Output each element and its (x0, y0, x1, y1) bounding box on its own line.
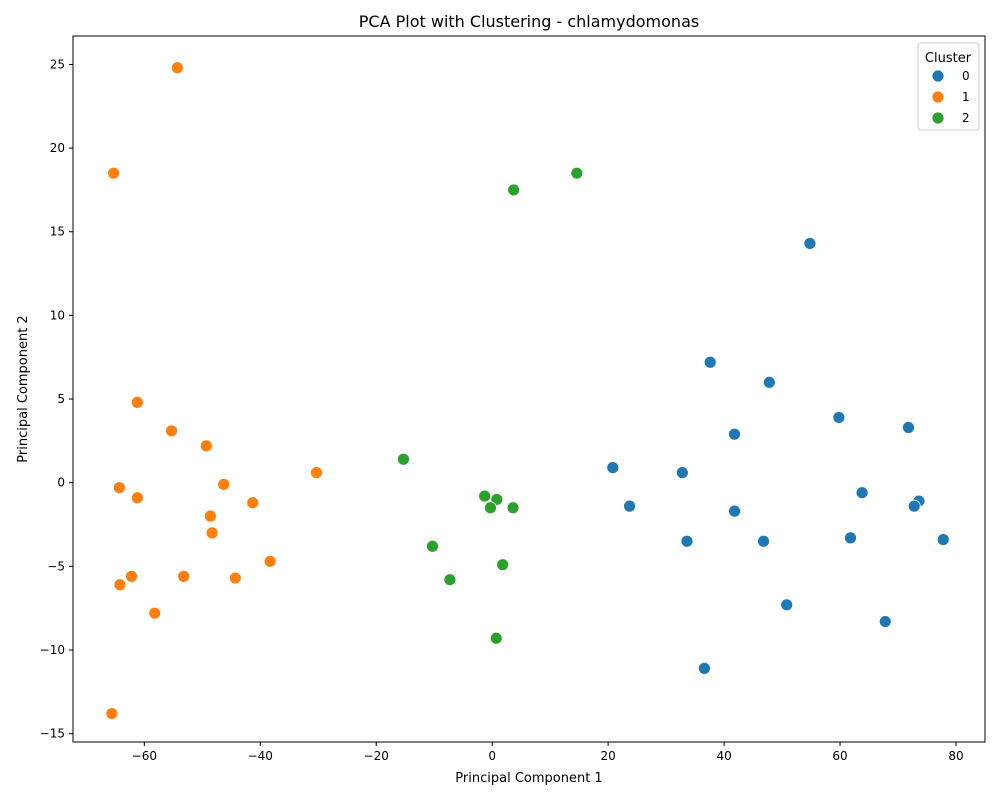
data-point-cluster-1 (170, 61, 184, 75)
data-point-cluster-0 (623, 499, 636, 513)
y-tick-label: 0 (57, 476, 65, 490)
data-point-cluster-2 (484, 501, 497, 515)
data-point-cluster-0 (780, 598, 794, 612)
x-axis-label: Principal Component 1 (455, 771, 602, 786)
data-point-cluster-1 (107, 166, 120, 180)
data-point-cluster-0 (907, 499, 921, 513)
legend-box (917, 42, 980, 131)
data-point-cluster-0 (878, 615, 892, 628)
data-point-cluster-1 (204, 509, 217, 523)
data-point-cluster-0 (703, 355, 717, 369)
y-tick-label: −10 (40, 643, 65, 657)
plot-frame (72, 35, 986, 743)
chart-title: PCA Plot with Clustering - chlamydomonas (359, 12, 699, 31)
data-point-cluster-1 (310, 466, 323, 480)
data-point-cluster-2 (489, 631, 503, 645)
data-point-cluster-0 (757, 534, 770, 548)
data-point-cluster-1 (130, 395, 144, 409)
y-tick-label: 20 (50, 141, 65, 155)
data-point-cluster-1 (105, 707, 119, 720)
legend-label-cluster-0: 0 (962, 69, 970, 83)
data-point-cluster-0 (844, 531, 857, 545)
y-tick-label: 5 (57, 392, 65, 406)
data-point-cluster-1 (228, 571, 242, 585)
y-tick-label: −15 (40, 727, 65, 741)
legend-marker-cluster-0 (931, 69, 945, 83)
y-axis-label: Principal Component 2 (16, 315, 31, 462)
y-axis-ticks: −15 −10 −5 0 5 10 15 20 25 (40, 57, 73, 741)
data-point-cluster-1 (130, 491, 144, 505)
data-point-cluster-0 (762, 375, 776, 389)
legend: Cluster 0 1 2 (917, 42, 980, 131)
data-point-cluster-0 (606, 461, 620, 475)
data-point-cluster-0 (803, 237, 817, 250)
data-point-cluster-2 (570, 166, 584, 180)
data-point-cluster-1 (263, 554, 277, 568)
x-tick-label: 60 (832, 749, 847, 763)
x-axis-ticks: −60 −40 −20 0 20 40 60 80 (132, 742, 964, 763)
data-point-cluster-1 (177, 569, 191, 583)
data-point-cluster-1 (148, 606, 162, 620)
data-point-cluster-0 (697, 661, 711, 675)
data-point-cluster-1 (113, 578, 127, 592)
y-tick-label: 15 (50, 225, 65, 239)
legend-marker-cluster-2 (931, 111, 945, 125)
legend-title: Cluster (925, 51, 972, 66)
plot-area (73, 36, 985, 742)
data-point-cluster-2 (496, 558, 510, 572)
data-point-cluster-1 (165, 424, 178, 438)
data-point-cluster-1 (125, 569, 138, 583)
points-layer (105, 61, 950, 720)
x-tick-label: −40 (248, 749, 273, 763)
legend-marker-cluster-1 (931, 90, 945, 104)
data-point-cluster-1 (199, 439, 213, 453)
data-point-cluster-2 (478, 489, 492, 503)
y-tick-label: 10 (50, 308, 65, 322)
data-point-cluster-2 (507, 183, 521, 197)
data-point-cluster-2 (397, 452, 410, 466)
data-point-cluster-2 (426, 539, 439, 553)
x-tick-label: 0 (488, 749, 496, 763)
x-tick-label: −20 (364, 749, 389, 763)
legend-label-cluster-2: 2 (962, 111, 970, 125)
legend-label-cluster-1: 1 (962, 90, 970, 104)
data-point-cluster-0 (902, 421, 915, 434)
data-point-cluster-1 (246, 496, 260, 510)
data-point-cluster-2 (443, 573, 457, 587)
data-point-cluster-0 (832, 411, 846, 424)
y-tick-label: −5 (47, 559, 65, 573)
x-tick-label: 40 (716, 749, 731, 763)
data-point-cluster-0 (728, 504, 741, 518)
data-point-cluster-1 (217, 477, 231, 491)
y-tick-label: 25 (50, 57, 65, 71)
x-tick-label: 20 (600, 749, 615, 763)
data-point-cluster-0 (675, 466, 689, 480)
x-tick-label: 80 (948, 749, 963, 763)
data-point-cluster-2 (506, 501, 520, 515)
data-point-cluster-1 (205, 526, 219, 540)
data-point-cluster-0 (855, 486, 869, 500)
x-tick-label: −60 (132, 749, 157, 763)
legend-items: 0 1 2 (931, 69, 970, 125)
data-point-cluster-0 (680, 534, 694, 548)
data-point-cluster-0 (728, 427, 741, 441)
data-point-cluster-0 (936, 533, 950, 546)
data-point-cluster-1 (112, 481, 126, 495)
